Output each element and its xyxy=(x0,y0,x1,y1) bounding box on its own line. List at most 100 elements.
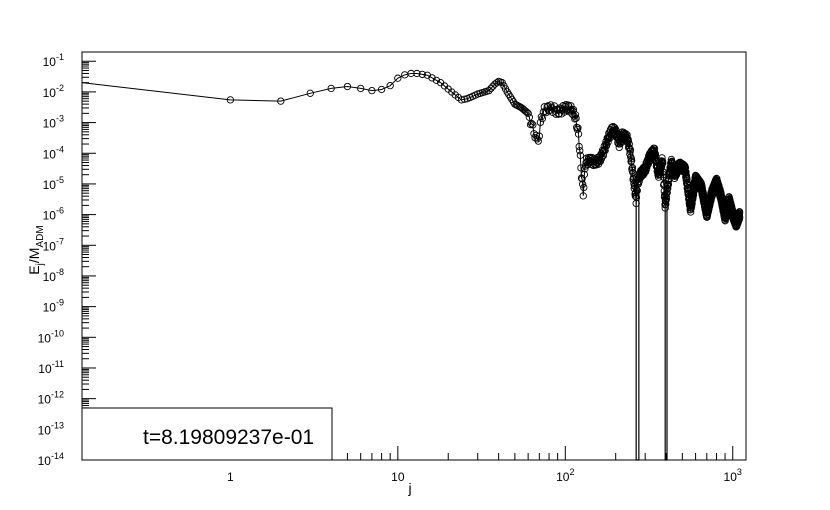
y-tick-label-exp: -14 xyxy=(51,451,64,461)
y-tick-label: 10-3 xyxy=(43,114,64,131)
x-tick-label-base: 10 xyxy=(556,470,570,484)
y-tick-label-base: 10 xyxy=(43,147,57,161)
data-point xyxy=(277,97,285,105)
y-tick-label-base: 10 xyxy=(43,86,57,100)
y-tick-label: 10-4 xyxy=(43,144,64,161)
data-point xyxy=(357,84,365,93)
data-point xyxy=(578,175,586,183)
data-point xyxy=(226,96,235,104)
spectrum-drop xyxy=(635,183,640,461)
data-point xyxy=(565,102,573,110)
y-tick-label-exp: -13 xyxy=(51,420,64,430)
y-tick-label-base: 10 xyxy=(38,362,52,376)
y-tick-label: 10-14 xyxy=(38,451,64,468)
y-tick-label-base: 10 xyxy=(43,301,57,315)
x-tick-label-base: 10 xyxy=(724,470,738,484)
axis-layer: 10-110-210-310-410-510-610-710-810-910-1… xyxy=(38,51,742,484)
data-point xyxy=(493,79,501,87)
plot-frame xyxy=(81,51,747,461)
y-tick-label-base: 10 xyxy=(38,454,52,468)
data-point xyxy=(529,121,537,129)
data-point xyxy=(567,102,575,110)
data-point xyxy=(432,76,441,84)
data-point xyxy=(580,170,589,179)
x-tick-label-base: 10 xyxy=(391,470,405,484)
y-tick-label-base: 10 xyxy=(43,209,57,223)
y-tick-label-base: 10 xyxy=(43,117,57,131)
x-tick-label-exp: 3 xyxy=(737,467,742,477)
data-point xyxy=(528,119,536,128)
y-tick-label-exp: -3 xyxy=(56,114,64,124)
y-tick-label-exp: -4 xyxy=(56,144,64,154)
data-point xyxy=(650,144,659,153)
y-tick-label-base: 10 xyxy=(38,393,52,407)
data-point xyxy=(663,188,671,197)
y-tick-label-exp: -7 xyxy=(56,236,64,246)
data-point xyxy=(537,113,546,121)
data-point xyxy=(625,144,634,153)
data-point xyxy=(526,120,535,129)
y-tick-label-exp: -9 xyxy=(56,298,64,308)
y-tick-label-base: 10 xyxy=(43,239,57,253)
y-axis-label: Ej/MADM xyxy=(26,225,46,274)
y-tick-label: 10-12 xyxy=(38,390,64,407)
data-point xyxy=(706,201,714,209)
data-point xyxy=(577,164,585,172)
y-tick-label: 10-10 xyxy=(38,328,64,345)
data-point xyxy=(576,147,584,155)
data-point xyxy=(575,142,583,151)
data-point xyxy=(627,157,636,165)
y-axis-label-sub2: ADM xyxy=(35,225,46,247)
y-tick-label: 10-7 xyxy=(43,236,64,253)
y-tick-label: 10-2 xyxy=(43,83,64,100)
data-point xyxy=(662,192,670,201)
x-axis-label: j xyxy=(407,480,411,496)
data-point xyxy=(552,110,560,118)
data-point xyxy=(536,118,545,127)
y-tick-label: 10-13 xyxy=(38,420,64,437)
y-tick-label: 10-11 xyxy=(38,359,64,376)
annotation-box xyxy=(81,407,333,461)
data-point xyxy=(658,154,666,162)
data-point xyxy=(377,85,386,94)
data-point xyxy=(628,164,637,172)
data-point xyxy=(567,106,576,114)
data-point xyxy=(572,114,580,122)
y-tick-label-base: 10 xyxy=(43,55,57,69)
data-point xyxy=(386,82,394,90)
data-point xyxy=(661,204,669,212)
x-tick-label: 1 xyxy=(227,470,234,484)
y-tick-label-exp: -8 xyxy=(56,267,64,277)
y-tick-label-base: 10 xyxy=(43,178,57,192)
data-point xyxy=(687,208,695,216)
data-point xyxy=(736,213,744,221)
y-axis-label-main: E xyxy=(26,265,42,274)
data-point xyxy=(394,74,402,82)
data-point xyxy=(413,69,421,78)
y-tick-label: 10-1 xyxy=(43,52,64,69)
data-point xyxy=(626,150,634,158)
data-point xyxy=(576,151,584,159)
data-point xyxy=(664,184,672,193)
data-point xyxy=(570,112,578,120)
data-point xyxy=(574,130,583,138)
data-point xyxy=(327,84,335,93)
data-point xyxy=(546,106,554,114)
y-tick-label-exp: -1 xyxy=(56,52,64,62)
y-tick-label-exp: -2 xyxy=(56,83,64,93)
data-point xyxy=(579,180,587,188)
data-point xyxy=(522,107,530,115)
data-point xyxy=(625,140,633,148)
data-point xyxy=(626,146,635,154)
x-tick-label: 102 xyxy=(556,467,574,484)
y-tick-label-exp: -6 xyxy=(56,206,64,216)
y-tick-label-base: 10 xyxy=(38,423,52,437)
y-tick-label-exp: -5 xyxy=(56,175,64,185)
y-tick-label-exp: -11 xyxy=(52,359,64,369)
data-point xyxy=(306,89,314,97)
x-tick-label-exp: 2 xyxy=(569,467,574,477)
data-point xyxy=(428,74,436,82)
data-point xyxy=(588,153,596,162)
x-tick-label: 10 xyxy=(391,470,405,484)
